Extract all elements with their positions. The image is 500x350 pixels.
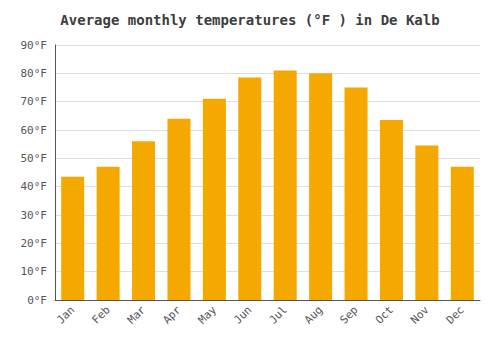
- svg-text:90°F: 90°F: [21, 39, 48, 52]
- svg-text:60°F: 60°F: [21, 124, 48, 137]
- svg-text:Feb: Feb: [89, 303, 112, 326]
- svg-text:Jul: Jul: [267, 303, 290, 326]
- svg-text:May: May: [196, 303, 219, 326]
- svg-text:70°F: 70°F: [21, 95, 48, 108]
- svg-text:20°F: 20°F: [21, 237, 48, 250]
- svg-text:Average monthly temperatures (: Average monthly temperatures (°F ) in De…: [60, 12, 439, 28]
- svg-text:80°F: 80°F: [21, 67, 48, 80]
- svg-text:Nov: Nov: [408, 303, 431, 326]
- svg-text:40°F: 40°F: [21, 180, 48, 193]
- svg-text:10°F: 10°F: [21, 265, 48, 278]
- svg-text:Aug: Aug: [302, 303, 325, 326]
- svg-text:Apr: Apr: [160, 303, 183, 326]
- svg-text:50°F: 50°F: [21, 152, 48, 165]
- svg-text:30°F: 30°F: [21, 209, 48, 222]
- svg-text:Oct: Oct: [373, 303, 396, 326]
- svg-text:Jan: Jan: [54, 303, 77, 326]
- svg-text:0°F: 0°F: [27, 294, 47, 307]
- svg-text:Mar: Mar: [125, 303, 148, 326]
- svg-text:Jun: Jun: [231, 303, 254, 326]
- svg-text:Dec: Dec: [444, 303, 467, 326]
- svg-text:Sep: Sep: [337, 303, 360, 326]
